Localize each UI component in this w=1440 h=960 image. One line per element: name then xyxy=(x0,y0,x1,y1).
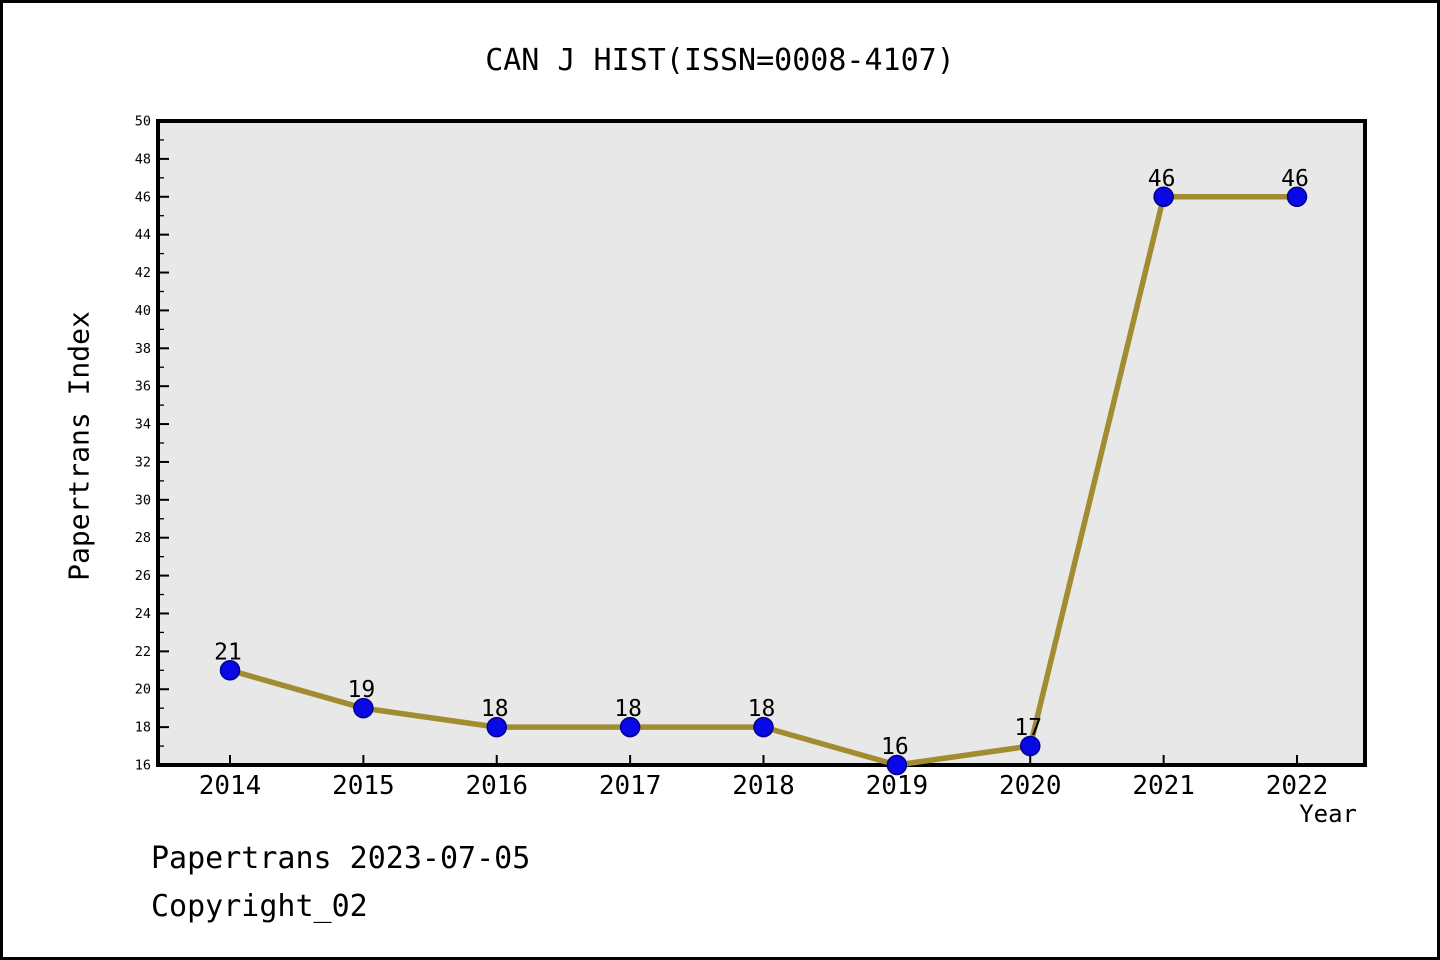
data-point-label: 21 xyxy=(214,639,242,665)
footer-source-date: Papertrans 2023-07-05 xyxy=(151,841,531,876)
y-tick-label: 42 xyxy=(135,265,151,281)
y-tick-label: 22 xyxy=(135,644,151,660)
data-point-marker xyxy=(219,660,241,681)
x-tick-label: 2015 xyxy=(332,771,395,801)
y-tick-label: 24 xyxy=(135,606,151,622)
y-tick-label: 46 xyxy=(135,189,151,205)
data-point-label: 18 xyxy=(748,696,776,722)
y-tick-label: 18 xyxy=(135,720,151,736)
y-tick-label: 48 xyxy=(135,151,151,167)
x-tick-label: 2014 xyxy=(199,771,262,801)
x-axis-label: Year xyxy=(1299,800,1357,828)
x-tick-label: 2019 xyxy=(866,771,929,801)
data-point-marker xyxy=(353,697,374,719)
data-point-marker xyxy=(619,716,641,738)
data-point-marker xyxy=(753,716,774,738)
y-tick-label: 16 xyxy=(135,758,151,774)
x-tick-label: 2016 xyxy=(465,771,528,801)
y-tick-label: 28 xyxy=(135,530,151,546)
data-point-label: 18 xyxy=(614,696,642,722)
y-tick-label: 34 xyxy=(135,417,151,433)
data-point-label: 17 xyxy=(1014,715,1042,741)
data-point-label: 18 xyxy=(481,696,509,722)
data-point-label: 46 xyxy=(1148,166,1176,192)
footer-copyright: Copyright_02 xyxy=(151,889,368,924)
y-tick-label: 20 xyxy=(135,682,151,698)
data-point-label: 46 xyxy=(1281,166,1309,192)
x-tick-label: 2018 xyxy=(732,771,795,801)
plot-border xyxy=(156,119,1367,767)
x-tick-label: 2020 xyxy=(999,771,1062,801)
data-point-marker xyxy=(486,716,507,738)
y-tick-label: 26 xyxy=(135,568,151,584)
plot-background xyxy=(158,121,1365,765)
chart-title: CAN J HIST(ISSN=0008-4107) xyxy=(485,43,955,78)
y-tick-label: 36 xyxy=(135,379,151,395)
data-point-marker xyxy=(1153,186,1174,208)
y-tick-label: 38 xyxy=(135,341,151,357)
y-tick-label: 30 xyxy=(135,492,151,508)
data-point-marker xyxy=(1286,186,1308,208)
data-point-marker xyxy=(1020,735,1041,757)
x-tick-label: 2021 xyxy=(1132,771,1195,801)
data-point-marker xyxy=(886,754,908,776)
y-tick-label: 50 xyxy=(135,114,151,130)
x-tick-label: 2017 xyxy=(599,771,662,801)
data-point-label: 16 xyxy=(881,734,909,760)
data-point-label: 19 xyxy=(348,677,376,703)
y-tick-label: 32 xyxy=(135,454,151,470)
chart-canvas: 1618202224262830323436384042444648502014… xyxy=(135,114,1367,801)
x-tick-label: 2022 xyxy=(1266,771,1329,801)
y-tick-label: 44 xyxy=(135,227,151,243)
y-tick-label: 40 xyxy=(135,303,151,319)
